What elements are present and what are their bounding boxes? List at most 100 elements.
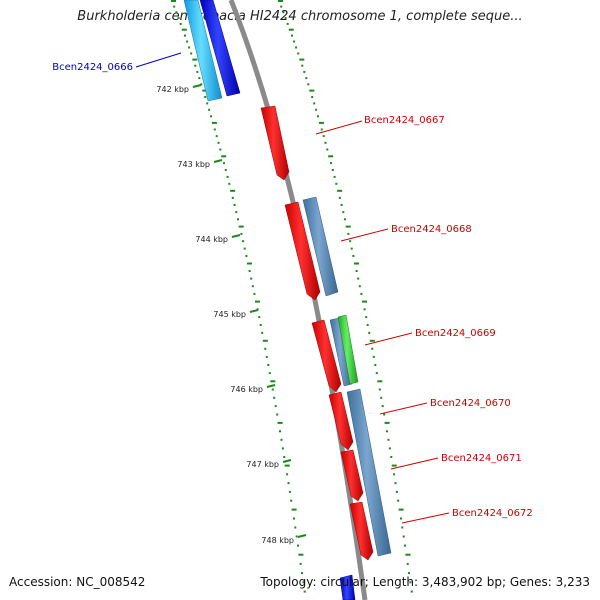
- left-track-dot: [228, 182, 231, 185]
- right-track-dot: [380, 396, 383, 399]
- left-track-dot: [217, 141, 220, 144]
- left-track-dot: [293, 517, 295, 520]
- left-track-dot: [267, 364, 270, 366]
- right-track-dot: [293, 40, 296, 43]
- gene-feature-0670-0672-steel[interactable]: [346, 388, 392, 557]
- right-track-dot: [331, 169, 334, 171]
- left-track-dot: [184, 34, 186, 37]
- right-track-dot: [318, 121, 324, 124]
- left-track-dot: [270, 380, 276, 383]
- gene-feature-0669-red[interactable]: [311, 319, 342, 393]
- left-track-dot: [288, 490, 291, 493]
- left-track-dot: [213, 128, 216, 131]
- left-track-dot: [215, 135, 218, 138]
- left-track-dot: [287, 482, 290, 485]
- right-track-dot: [400, 517, 402, 520]
- right-track-dot: [398, 508, 404, 511]
- left-track-dot: [302, 581, 305, 584]
- gene-label-0666[interactable]: Bcen2424_0666: [52, 52, 182, 73]
- right-track-dot: [395, 490, 398, 493]
- gene-feature-blue[interactable]: [199, 0, 241, 97]
- scale-label-742: 742 kbp: [156, 84, 202, 94]
- scale-label-743-text: 743 kbp: [177, 160, 210, 169]
- right-track-dot: [368, 331, 371, 334]
- topology-text: Topology: circular; Length: 3,483,902 bp…: [260, 575, 590, 589]
- right-track-dot: [388, 447, 391, 450]
- right-track-dot: [322, 135, 325, 138]
- left-track-dot: [284, 464, 290, 467]
- gene-feature-0668-steel[interactable]: [302, 196, 339, 297]
- gene-feature-0667[interactable]: [260, 105, 290, 181]
- gene-label-0671-text[interactable]: Bcen2424_0671: [441, 453, 522, 464]
- gene-label-0669-text[interactable]: Bcen2424_0669: [415, 328, 496, 339]
- gene-label-0666-text[interactable]: Bcen2424_0666: [52, 62, 133, 73]
- gene-feature-0669-steel[interactable]: [329, 317, 353, 387]
- right-track-dot: [381, 405, 384, 408]
- left-track-dot: [204, 96, 207, 98]
- right-track-dot: [394, 482, 397, 485]
- gene-label-0670[interactable]: Bcen2424_0670: [379, 398, 511, 415]
- left-track-dot: [262, 339, 268, 342]
- left-track-dot: [268, 372, 271, 375]
- scale-label-746: 746 kbp: [230, 384, 276, 394]
- left-track-dot: [291, 508, 297, 511]
- gene-label-0671[interactable]: Bcen2424_0671: [390, 453, 522, 470]
- left-track-dot: [181, 28, 187, 31]
- gene-label-0668[interactable]: Bcen2424_0668: [340, 224, 472, 242]
- right-track-dot: [337, 189, 343, 192]
- gene-label-0672-text[interactable]: Bcen2424_0672: [452, 508, 533, 519]
- right-track-dot: [333, 175, 336, 178]
- right-track-dot: [288, 28, 294, 31]
- left-track-dot: [210, 115, 212, 118]
- right-track-dot: [303, 70, 306, 73]
- gene-feature-0668-red[interactable]: [284, 201, 321, 301]
- right-track-dot: [352, 255, 355, 257]
- scale-label-747-text: 747 kbp: [246, 460, 279, 469]
- right-track-dot: [291, 34, 293, 37]
- right-track-dot: [401, 526, 404, 529]
- left-track-dot: [248, 270, 251, 272]
- left-track-dot: [274, 405, 277, 408]
- left-track-dot: [200, 83, 203, 86]
- left-track-dot: [231, 196, 234, 199]
- accession-text: Accession: NC_008542: [9, 575, 146, 589]
- right-track-dot: [345, 225, 351, 228]
- gene-feature-bottom-blue[interactable]: [339, 574, 356, 600]
- right-track-dot: [295, 46, 298, 49]
- gene-feature-0669-green[interactable]: [337, 314, 359, 385]
- right-track-dot: [284, 17, 287, 20]
- gene-label-0667[interactable]: Bcen2424_0667: [315, 115, 445, 135]
- left-track-dot: [281, 447, 284, 450]
- right-track-dot: [342, 211, 345, 214]
- gene-label-0668-text[interactable]: Bcen2424_0668: [391, 224, 472, 235]
- left-track-dot: [298, 553, 304, 556]
- gene-label-0672[interactable]: Bcen2424_0672: [401, 508, 533, 524]
- right-track-dot: [313, 102, 316, 105]
- gene-label-0670-text[interactable]: Bcen2424_0670: [430, 398, 511, 409]
- right-track-dot: [405, 553, 411, 556]
- gene-label-0667-text[interactable]: Bcen2424_0667: [364, 115, 445, 126]
- gene-feature-0671[interactable]: [340, 449, 364, 502]
- scale-label-745: 745 kbp: [213, 309, 259, 319]
- gene-label-0669[interactable]: Bcen2424_0669: [364, 328, 496, 346]
- gene-feature-0672[interactable]: [349, 501, 374, 561]
- left-track-dot: [276, 413, 279, 416]
- gene-feature-cyan[interactable]: [183, 0, 223, 102]
- right-track-dot: [307, 83, 310, 86]
- right-track-dot: [317, 115, 319, 118]
- right-track-dot: [362, 300, 367, 303]
- left-track-dot: [251, 285, 254, 288]
- right-track-dot: [301, 64, 304, 67]
- right-track-dot: [397, 499, 400, 502]
- gene-features: [183, 0, 392, 600]
- left-track-dot: [258, 316, 261, 319]
- left-track-dot: [206, 102, 209, 105]
- left-track-dot: [243, 247, 246, 250]
- right-track-dot: [335, 182, 338, 185]
- gene-feature-0670[interactable]: [328, 391, 354, 451]
- right-track-dot: [350, 247, 353, 250]
- right-track-dot: [357, 277, 360, 280]
- right-track-dot: [347, 232, 350, 235]
- right-track-dot: [324, 141, 327, 144]
